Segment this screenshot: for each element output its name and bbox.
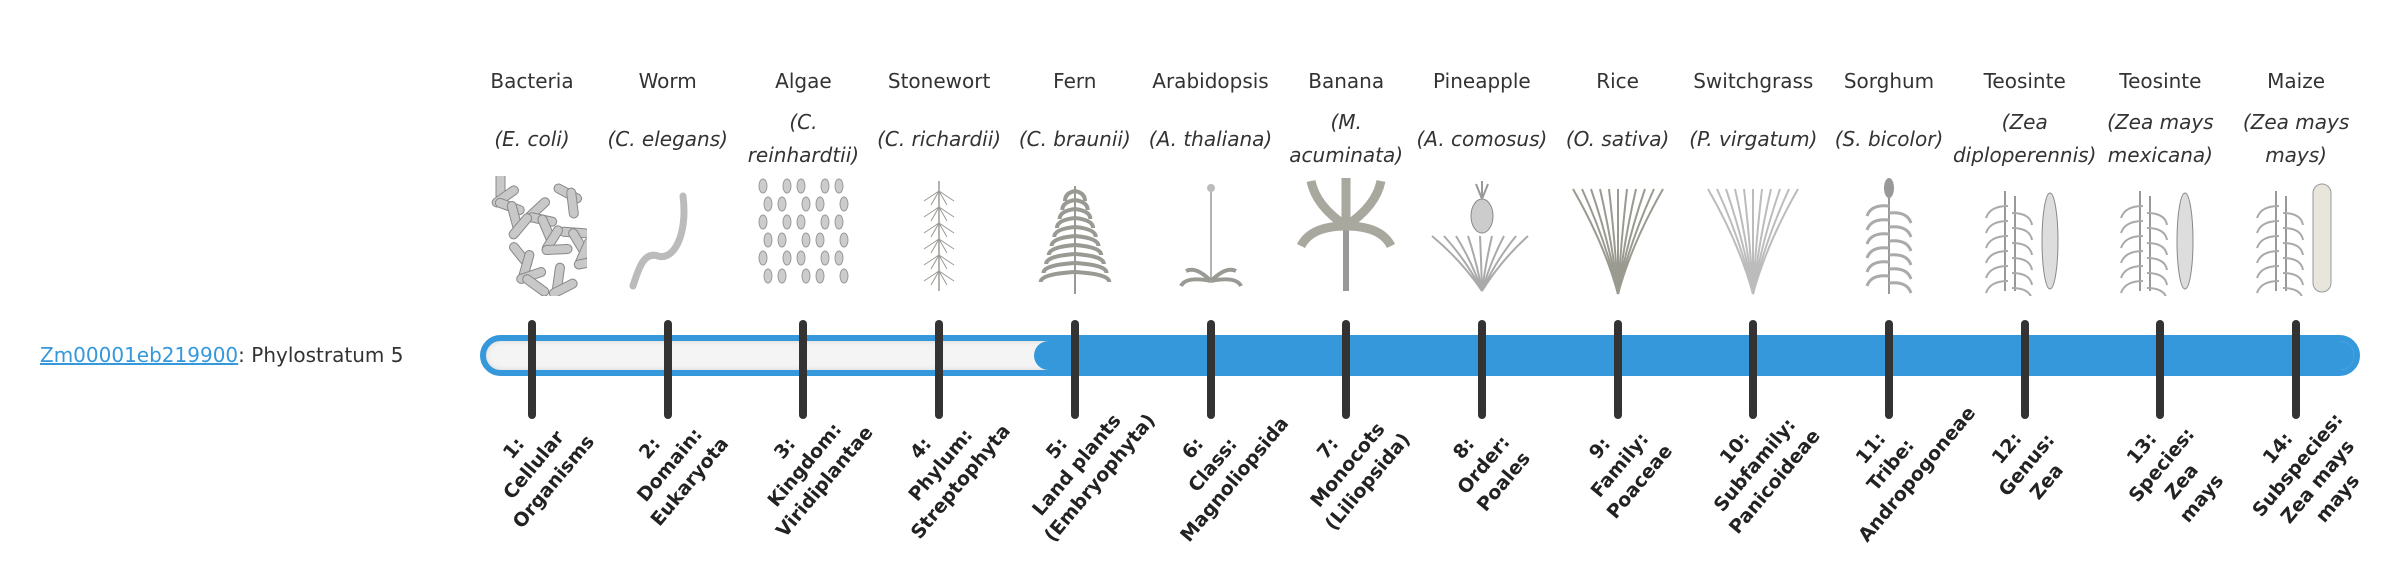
species-text: (M. acuminata) — [1289, 110, 1404, 167]
species-text: (O. sativa) — [1565, 126, 1670, 151]
phylostratum-tick — [935, 320, 944, 419]
stratum-label: 2: Domain: Eukaryota — [591, 383, 747, 548]
organism-species-name: (A. thaliana) — [1143, 104, 1279, 174]
sorghum-icon — [1834, 176, 1944, 296]
worm-icon — [613, 176, 723, 296]
algae-icon — [748, 176, 858, 296]
phylostratum-tick — [2156, 320, 2165, 419]
phylostratum-tick — [1206, 320, 1215, 419]
organism-species-name: (Zea diploperennis) — [1953, 104, 2096, 174]
bacteria-icon — [477, 170, 605, 299]
organism-species-name: (P. virgatum) — [1685, 104, 1821, 174]
species-text: (Zea mays mexicana) — [2107, 110, 2214, 167]
maize-icon — [2241, 176, 2351, 301]
organism-common-name: Pineapple — [1433, 69, 1531, 93]
stratum-label: 11: Tribe: Andropogoneae — [1813, 383, 1980, 548]
phylostratum-tick — [528, 320, 536, 419]
phylostratum-tick — [1342, 320, 1351, 419]
gene-row-label: Zm00001eb219900: Phylostratum 5 — [40, 340, 403, 370]
species-text: (C. richardii) — [877, 126, 1002, 151]
species-text: (C. reinhardtii) — [747, 110, 860, 167]
organism-common-name: Teosinte — [2119, 69, 2202, 93]
organism-common-name: Algae — [775, 69, 832, 93]
organism-common-name: Bacteria — [490, 69, 574, 93]
species-text: (A. thaliana) — [1148, 126, 1273, 151]
organism-common-name: Banana — [1308, 69, 1385, 93]
stratum-label: 13: Species: Zea mays — [2084, 383, 2260, 565]
phylostratum-tick — [1885, 320, 1893, 419]
organism-species-name: (C. elegans) — [600, 104, 736, 174]
species-text: (S. bicolor) — [1834, 126, 1944, 151]
species-text: (E. coli) — [494, 126, 570, 151]
arabidopsis-icon — [1156, 176, 1266, 296]
stonewort-icon — [884, 176, 994, 296]
species-text: (C. braunii) — [1018, 126, 1131, 151]
phylostratum-tick — [2020, 320, 2029, 419]
phylostratum-tick — [799, 320, 808, 419]
species-text: (Zea diploperennis) — [1952, 110, 2097, 167]
organism-common-name: Maize — [2267, 69, 2326, 93]
organism-species-name: (C. reinhardtii) — [735, 104, 871, 174]
gene-id-link[interactable]: Zm00001eb219900 — [40, 343, 239, 367]
organism-common-name: Rice — [1596, 69, 1639, 93]
stratum-label: 3: Kingdom: Viridiplantae — [727, 383, 883, 548]
organism-common-name: Teosinte — [1983, 69, 2066, 93]
phylostratum-tick — [1477, 320, 1486, 419]
organism-species-name: (C. richardii) — [871, 104, 1007, 174]
organism-common-name: Worm — [638, 69, 697, 93]
stratum-label: 4: Phylum: Streptophyta — [863, 383, 1019, 548]
organism-species-name: (C. braunii) — [1007, 104, 1143, 174]
organism-species-name: (A. comosus) — [1414, 104, 1550, 174]
stratum-label: 7: Monocots (Liliopsida) — [1270, 383, 1426, 548]
stratum-label: 9: Family: Poaceae — [1541, 383, 1697, 548]
species-text: (C. elegans) — [607, 126, 728, 151]
phylostratum-tick — [1613, 320, 1622, 419]
stratum-label: 12: Genus: Zea — [1948, 383, 2104, 548]
organism-species-name: (Zea mays mexicana) — [2092, 104, 2228, 174]
stratum-label: 8: Order: Poales — [1406, 383, 1562, 548]
switchgrass-icon — [1698, 176, 1808, 296]
stratum-label: 10: Subfamily: Panicoideae — [1677, 383, 1833, 548]
phylostratum-bar — [480, 335, 2360, 376]
organism-common-name: Stonewort — [887, 69, 991, 93]
organism-species-name: (Zea mays mays) — [2228, 104, 2364, 174]
organism-species-name: (M. acuminata) — [1278, 104, 1414, 174]
phylostratum-tick — [1070, 320, 1079, 419]
organism-common-name: Arabidopsis — [1152, 69, 1269, 93]
stratum-label: 5: Land plants (Embryophyta) — [999, 383, 1160, 548]
organism-common-name: Switchgrass — [1693, 69, 1814, 93]
organism-common-name: Fern — [1053, 69, 1097, 93]
phylostratum-text: : Phylostratum 5 — [238, 343, 404, 367]
phylostratum-tick — [1749, 320, 1758, 419]
teosinte-mexicana-icon — [2105, 176, 2215, 301]
organism-species-name: (S. bicolor) — [1821, 104, 1957, 174]
phylostratum-tick — [2292, 320, 2301, 419]
species-text: (P. virgatum) — [1689, 126, 1818, 151]
organism-common-name: Sorghum — [1843, 69, 1935, 93]
stratum-label: 6: Class: Magnoliopsida — [1134, 383, 1293, 548]
organism-species-name: (O. sativa) — [1550, 104, 1686, 174]
banana-icon — [1291, 176, 1401, 296]
species-text: (Zea mays mays) — [2242, 110, 2350, 167]
fern-icon — [1020, 176, 1130, 296]
rice-icon — [1563, 176, 1673, 296]
pineapple-icon — [1427, 176, 1537, 296]
species-text: (A. comosus) — [1416, 126, 1548, 151]
phylostratum-tick — [663, 320, 672, 419]
stratum-label: 1: Cellular Organisms — [456, 383, 612, 548]
stratum-label: 14: Subspecies: Zea mays mays — [2220, 383, 2396, 565]
organism-species-name: (E. coli) — [464, 104, 600, 174]
phylostratum-bar-fill — [1033, 341, 2354, 370]
teosinte-icon — [1970, 176, 2080, 301]
